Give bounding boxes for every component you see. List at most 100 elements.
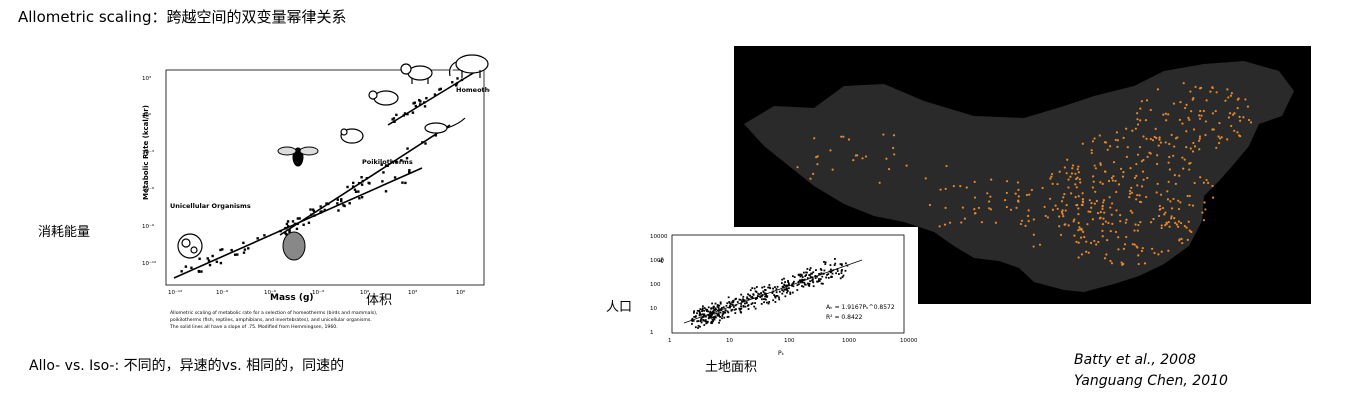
caption-population: 人口 bbox=[606, 300, 633, 315]
city-dot bbox=[1098, 134, 1101, 137]
city-dot bbox=[1120, 261, 1123, 264]
scatter-point bbox=[714, 302, 717, 305]
city-dot bbox=[1199, 176, 1202, 179]
city-dot bbox=[1156, 154, 1159, 157]
city-dot bbox=[1106, 239, 1109, 242]
city-dot bbox=[1192, 141, 1195, 145]
city-dot bbox=[813, 137, 816, 140]
data-point bbox=[419, 100, 422, 103]
city-dot bbox=[1067, 186, 1070, 189]
city-dot bbox=[1131, 243, 1134, 246]
scatter-point bbox=[760, 295, 763, 298]
city-dot bbox=[1160, 226, 1163, 230]
scatter-point bbox=[789, 293, 792, 295]
city-dot bbox=[945, 164, 948, 168]
city-dot bbox=[1204, 133, 1207, 137]
city-dot bbox=[1049, 197, 1052, 200]
city-dot bbox=[1193, 181, 1196, 185]
scatter-point bbox=[826, 274, 828, 276]
city-dot bbox=[1145, 99, 1149, 102]
city-dot bbox=[1114, 230, 1118, 234]
city-dot bbox=[1017, 195, 1020, 198]
scatter-point bbox=[747, 308, 750, 310]
scatter-point bbox=[742, 299, 745, 302]
scatter-point bbox=[699, 325, 701, 328]
scatter-point bbox=[784, 284, 787, 287]
city-dot bbox=[1110, 213, 1113, 216]
data-point bbox=[384, 164, 388, 167]
scatter-point bbox=[745, 301, 748, 304]
scatter-point bbox=[838, 273, 840, 276]
city-dot bbox=[1066, 158, 1069, 161]
city-dot bbox=[1239, 119, 1242, 122]
data-point bbox=[340, 199, 343, 203]
city-dot bbox=[1056, 182, 1059, 186]
x-axis-label: Mass (g) bbox=[270, 293, 314, 303]
city-dot bbox=[1094, 167, 1097, 170]
scatter-point bbox=[801, 281, 804, 284]
city-dot bbox=[1121, 175, 1125, 178]
city-dot bbox=[1247, 118, 1251, 122]
scatter-point bbox=[694, 326, 697, 329]
scatter-x-tick: 10000 bbox=[900, 338, 918, 344]
scatter-point bbox=[805, 274, 808, 276]
population-area-scatter: 1 10 100 1000 10000 10000 1000 100 10 1 Pₖ Aₖ Aₖ… bbox=[650, 227, 918, 361]
scatter-point bbox=[821, 275, 824, 278]
scatter-point bbox=[775, 295, 778, 297]
city-dot bbox=[1043, 205, 1046, 208]
city-dot bbox=[1099, 216, 1102, 219]
scatter-point bbox=[696, 312, 698, 315]
scatter-point bbox=[811, 272, 813, 275]
scatter-point bbox=[742, 295, 745, 298]
city-dot bbox=[1081, 192, 1084, 195]
scatter-point bbox=[715, 312, 718, 315]
city-dot bbox=[1173, 174, 1176, 177]
data-point bbox=[423, 105, 427, 108]
scatter-point bbox=[782, 290, 785, 293]
city-dot bbox=[1108, 196, 1111, 199]
city-dot bbox=[1032, 233, 1035, 236]
city-dot bbox=[1198, 148, 1201, 151]
scatter-point bbox=[820, 269, 823, 272]
data-point bbox=[406, 147, 409, 150]
footnote-line: poikilotherms (fish, reptiles, amphibian… bbox=[170, 317, 372, 323]
city-dot bbox=[1148, 151, 1151, 154]
scatter-point bbox=[758, 293, 761, 296]
city-dot bbox=[1089, 210, 1092, 213]
city-dot bbox=[1179, 101, 1182, 104]
data-point bbox=[215, 260, 219, 264]
scatter-point bbox=[711, 302, 714, 305]
scatter-point bbox=[809, 276, 812, 278]
city-dot bbox=[1197, 139, 1201, 142]
scatter-point bbox=[773, 294, 776, 297]
city-dot bbox=[1130, 186, 1133, 189]
scatter-x-ticks: 1 10 100 1000 10000 bbox=[668, 338, 918, 344]
data-point bbox=[424, 142, 427, 145]
data-point bbox=[360, 196, 364, 199]
scatter-point bbox=[844, 269, 847, 272]
scatter-point bbox=[740, 303, 743, 305]
data-point bbox=[219, 261, 223, 265]
data-point bbox=[358, 197, 361, 200]
city-dot bbox=[1076, 168, 1079, 171]
city-dot bbox=[1159, 141, 1163, 144]
data-point bbox=[207, 259, 211, 262]
scatter-point bbox=[705, 308, 708, 311]
city-dot bbox=[1077, 256, 1080, 259]
scatter-point bbox=[710, 322, 713, 324]
scatter-point bbox=[705, 322, 708, 325]
city-dot bbox=[1109, 259, 1112, 263]
scatter-point bbox=[691, 320, 694, 323]
scatter-point bbox=[776, 285, 779, 288]
data-point bbox=[279, 229, 282, 233]
city-dot bbox=[989, 195, 992, 198]
city-dot bbox=[1092, 180, 1095, 183]
city-dot bbox=[1232, 113, 1235, 116]
x-tick-label: 10⁻³ bbox=[312, 289, 324, 296]
city-dot bbox=[1217, 135, 1220, 138]
data-point bbox=[206, 257, 209, 260]
scatter-point bbox=[751, 296, 754, 299]
scatter-point bbox=[748, 294, 751, 297]
scatter-point bbox=[752, 293, 755, 296]
data-point bbox=[180, 270, 183, 273]
